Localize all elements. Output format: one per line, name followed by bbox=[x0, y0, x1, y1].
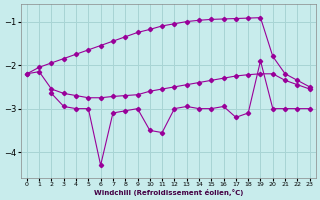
X-axis label: Windchill (Refroidissement éolien,°C): Windchill (Refroidissement éolien,°C) bbox=[93, 189, 243, 196]
